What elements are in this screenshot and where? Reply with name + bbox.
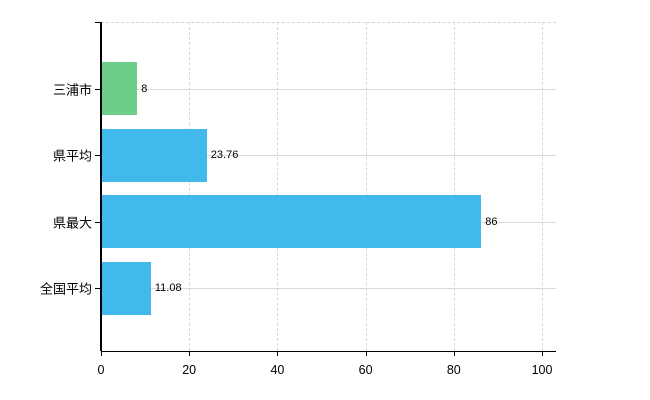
category-label: 三浦市 — [52, 82, 92, 97]
vertical-gridline — [542, 22, 543, 351]
data-bar — [102, 62, 138, 115]
x-tick-label: 0 — [97, 363, 105, 377]
x-axis-line — [101, 351, 556, 352]
value-label: 11.08 — [154, 282, 182, 294]
horizontal-gridline — [101, 288, 556, 289]
data-bar — [102, 261, 151, 315]
value-label: 86 — [485, 215, 498, 228]
y-axis-tick — [95, 288, 101, 289]
x-tick-label: 20 — [182, 363, 197, 377]
value-label: 8 — [141, 82, 148, 95]
y-axis-tick — [95, 221, 101, 223]
x-axis-tick — [189, 351, 191, 356]
x-axis-tick — [453, 351, 455, 356]
y-axis-tick — [95, 155, 101, 156]
vertical-gridline — [277, 22, 279, 351]
x-tick-label: 100 — [531, 363, 553, 377]
x-axis-tick — [542, 351, 543, 356]
x-tick-label: 60 — [358, 363, 373, 377]
x-axis-tick — [365, 351, 367, 356]
category-label: 全国平均 — [39, 281, 92, 297]
value-label: 23.76 — [210, 149, 239, 161]
plot-top-border — [101, 22, 556, 23]
y-axis-top-tick — [95, 22, 101, 23]
x-axis-tick — [101, 351, 102, 356]
category-label: 県平均 — [52, 148, 92, 164]
x-tick-label: 80 — [446, 363, 461, 377]
y-axis-line — [100, 22, 102, 351]
data-bar — [102, 195, 482, 248]
y-axis-tick — [95, 88, 101, 90]
vertical-gridline — [453, 22, 455, 351]
vertical-gridline — [189, 22, 191, 351]
x-axis-tick — [277, 351, 279, 356]
x-tick-label: 40 — [270, 363, 285, 377]
horizontal-gridline — [101, 88, 556, 90]
data-bar — [102, 128, 207, 182]
category-label: 県最大 — [52, 215, 92, 230]
horizontal-gridline — [101, 155, 556, 156]
vertical-gridline — [365, 22, 367, 351]
